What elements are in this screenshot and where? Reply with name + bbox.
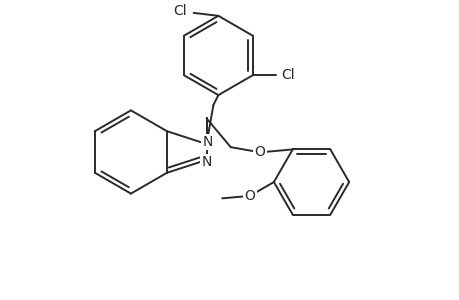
Text: N: N	[202, 135, 212, 149]
Text: O: O	[254, 145, 265, 159]
Text: O: O	[244, 189, 255, 203]
Text: Cl: Cl	[281, 68, 295, 82]
Text: N: N	[201, 155, 211, 169]
Text: Cl: Cl	[173, 4, 186, 18]
